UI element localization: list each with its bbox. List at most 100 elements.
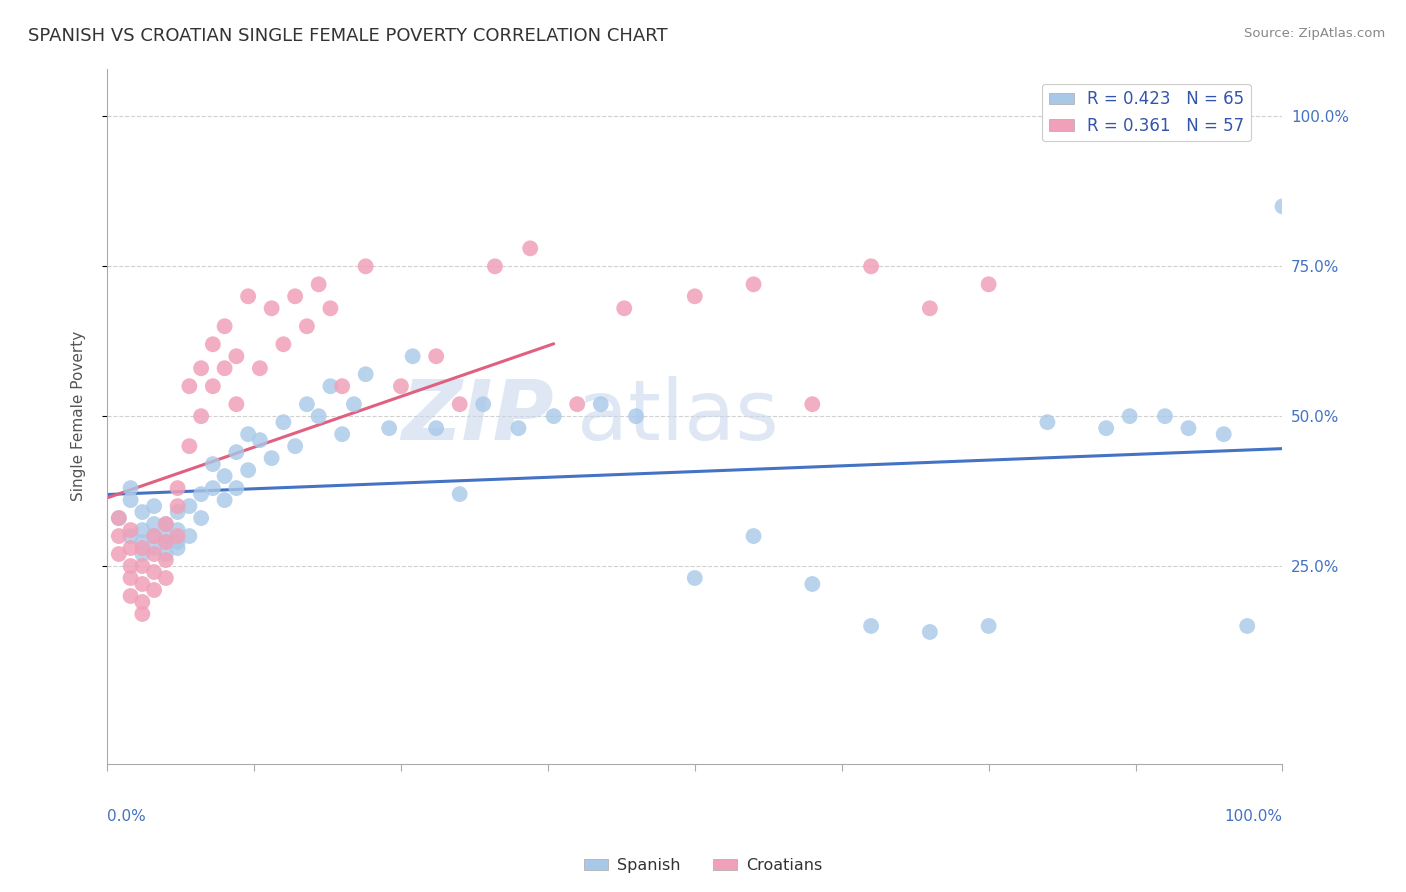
Point: [120, 571, 142, 585]
Point: [860, 619, 883, 633]
Point: [354, 368, 377, 382]
Text: Source: ZipAtlas.com: Source: ZipAtlas.com: [1244, 27, 1385, 40]
Point: [108, 529, 131, 543]
Point: [801, 577, 824, 591]
Text: ZIP: ZIP: [401, 376, 554, 457]
Point: [567, 397, 589, 411]
Point: [201, 379, 224, 393]
Point: [284, 289, 307, 303]
Point: [613, 301, 636, 316]
Point: [190, 409, 212, 424]
Point: [683, 571, 706, 585]
Text: 100.0%: 100.0%: [1225, 809, 1282, 824]
Point: [977, 277, 1000, 292]
Point: [378, 421, 401, 435]
Point: [166, 505, 188, 519]
Point: [977, 619, 1000, 633]
Point: [201, 337, 224, 351]
Point: [742, 277, 765, 292]
Point: [683, 289, 706, 303]
Point: [143, 529, 166, 543]
Point: [330, 427, 353, 442]
Point: [742, 529, 765, 543]
Point: [143, 529, 166, 543]
Point: [108, 547, 131, 561]
Point: [249, 361, 271, 376]
Point: [143, 517, 166, 532]
Point: [214, 469, 236, 483]
Point: [343, 397, 366, 411]
Point: [143, 565, 166, 579]
Point: [131, 607, 153, 621]
Point: [214, 361, 236, 376]
Point: [273, 415, 295, 429]
Point: [249, 433, 271, 447]
Point: [1177, 421, 1199, 435]
Point: [155, 517, 177, 532]
Point: [120, 529, 142, 543]
Point: [131, 577, 153, 591]
Point: [166, 481, 188, 495]
Point: [260, 451, 283, 466]
Point: [225, 397, 247, 411]
Point: [108, 511, 131, 525]
Point: [330, 379, 353, 393]
Point: [120, 523, 142, 537]
Point: [179, 529, 201, 543]
Point: [508, 421, 530, 435]
Point: [284, 439, 307, 453]
Point: [225, 445, 247, 459]
Point: [120, 481, 142, 495]
Point: [166, 535, 188, 549]
Point: [120, 541, 142, 555]
Point: [308, 277, 330, 292]
Point: [236, 427, 259, 442]
Point: [273, 337, 295, 351]
Point: [1036, 415, 1059, 429]
Point: [155, 571, 177, 585]
Point: [179, 439, 201, 453]
Point: [801, 397, 824, 411]
Point: [131, 505, 153, 519]
Point: [389, 379, 412, 393]
Point: [131, 535, 153, 549]
Point: [155, 529, 177, 543]
Point: [155, 553, 177, 567]
Point: [860, 260, 883, 274]
Point: [1154, 409, 1177, 424]
Point: [155, 517, 177, 532]
Point: [449, 397, 471, 411]
Point: [1118, 409, 1140, 424]
Point: [236, 289, 259, 303]
Point: [1271, 199, 1294, 213]
Point: [143, 582, 166, 597]
Point: [131, 559, 153, 574]
Point: [519, 241, 541, 255]
Point: [131, 547, 153, 561]
Point: [155, 547, 177, 561]
Point: [425, 421, 447, 435]
Point: [225, 481, 247, 495]
Point: [143, 541, 166, 555]
Text: SPANISH VS CROATIAN SINGLE FEMALE POVERTY CORRELATION CHART: SPANISH VS CROATIAN SINGLE FEMALE POVERT…: [28, 27, 668, 45]
Point: [295, 319, 318, 334]
Y-axis label: Single Female Poverty: Single Female Poverty: [72, 331, 86, 501]
Point: [319, 379, 342, 393]
Point: [166, 541, 188, 555]
Point: [108, 511, 131, 525]
Point: [166, 529, 188, 543]
Text: atlas: atlas: [578, 376, 779, 457]
Point: [295, 397, 318, 411]
Point: [354, 260, 377, 274]
Legend: R = 0.423   N = 65, R = 0.361   N = 57: R = 0.423 N = 65, R = 0.361 N = 57: [1042, 84, 1251, 142]
Point: [166, 499, 188, 513]
Point: [918, 301, 941, 316]
Point: [214, 319, 236, 334]
Point: [1236, 619, 1258, 633]
Point: [589, 397, 612, 411]
Point: [319, 301, 342, 316]
Point: [918, 624, 941, 639]
Point: [131, 523, 153, 537]
Point: [120, 589, 142, 603]
Point: [624, 409, 647, 424]
